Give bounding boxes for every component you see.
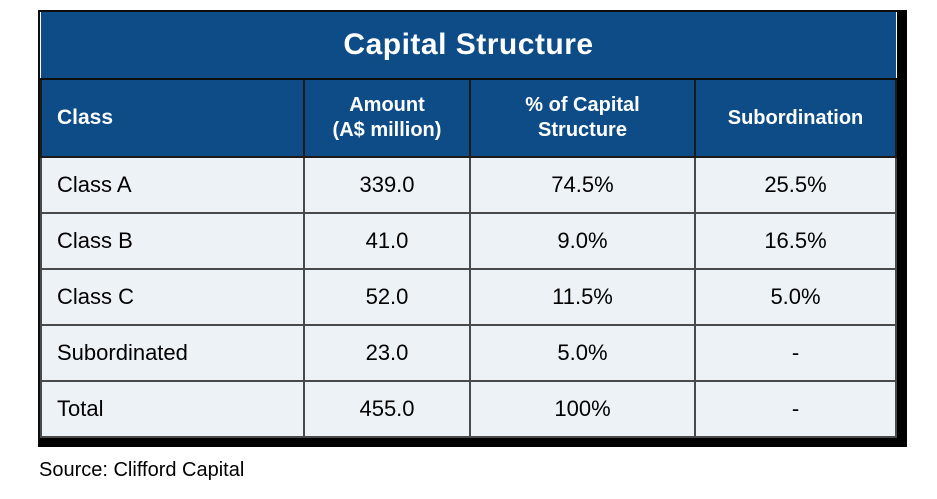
table-row: Class B 41.0 9.0% 16.5% xyxy=(40,212,898,270)
cell-amount: 339.0 xyxy=(303,156,471,214)
table-row-total: Total 455.0 100% - xyxy=(40,380,898,438)
table-title: Capital Structure xyxy=(41,12,897,80)
cell-class-name: Total xyxy=(40,380,305,438)
cell-class-name: Class C xyxy=(40,268,305,326)
table-row: Class A 339.0 74.5% 25.5% xyxy=(40,156,898,214)
table-row: Class C 52.0 11.5% 5.0% xyxy=(40,268,898,326)
data-table: Capital Structure Class Amount (A$ milli… xyxy=(40,12,898,438)
column-header-subordination: Subordination xyxy=(693,78,898,158)
column-header-amount: Amount (A$ million) xyxy=(303,78,471,158)
title-row: Capital Structure xyxy=(41,12,897,80)
source-note: Source: Clifford Capital xyxy=(39,459,245,481)
cell-pct: 11.5% xyxy=(469,268,696,326)
cell-pct: 100% xyxy=(469,380,696,438)
cell-amount: 455.0 xyxy=(303,380,471,438)
cell-amount: 23.0 xyxy=(303,324,471,382)
column-header-pct-of-capital: % of Capital Structure xyxy=(469,78,696,158)
table-row: Subordinated 23.0 5.0% - xyxy=(40,324,898,382)
cell-pct: 74.5% xyxy=(469,156,696,214)
cell-subordination: 25.5% xyxy=(693,156,898,214)
cell-subordination: 16.5% xyxy=(693,212,898,270)
cell-pct: 9.0% xyxy=(469,212,696,270)
column-header-class: Class xyxy=(40,78,305,158)
cell-amount: 41.0 xyxy=(303,212,471,270)
capital-structure-table: Capital Structure Class Amount (A$ milli… xyxy=(38,10,908,447)
cell-class-name: Class A xyxy=(40,156,305,214)
cell-subordination: 5.0% xyxy=(693,268,898,326)
column-header-row: Class Amount (A$ million) % of Capital S… xyxy=(40,78,898,158)
cell-pct: 5.0% xyxy=(469,324,696,382)
cell-class-name: Subordinated xyxy=(40,324,305,382)
cell-subordination: - xyxy=(693,324,898,382)
cell-amount: 52.0 xyxy=(303,268,471,326)
cell-class-name: Class B xyxy=(40,212,305,270)
cell-subordination: - xyxy=(693,380,898,438)
